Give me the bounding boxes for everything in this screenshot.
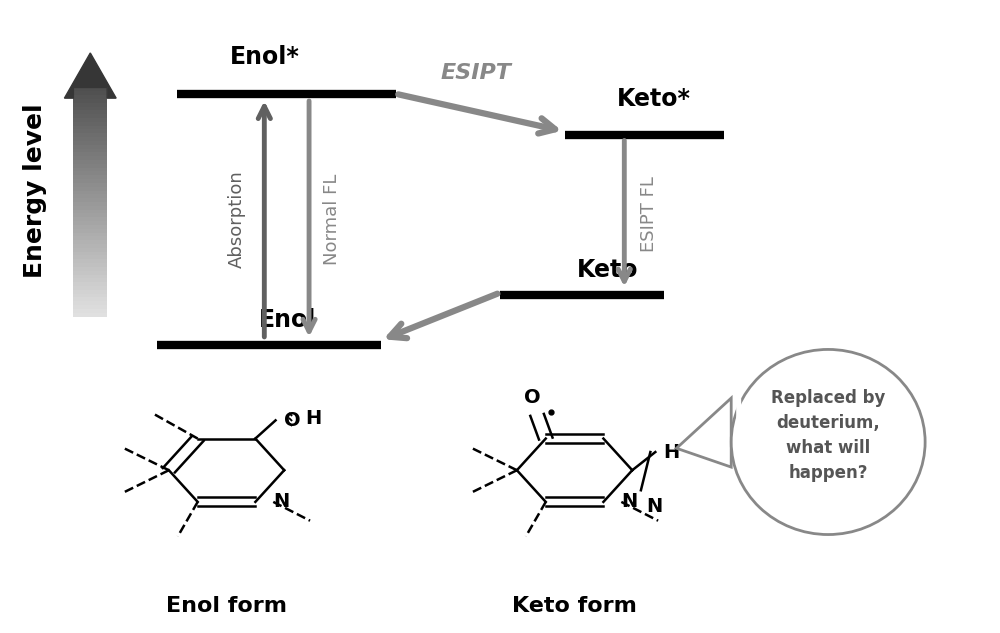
Text: H: H <box>305 409 322 428</box>
Bar <box>73 274 107 279</box>
Bar <box>73 156 107 160</box>
Bar <box>73 220 107 225</box>
Bar <box>73 232 107 236</box>
Bar <box>73 148 107 153</box>
Bar <box>73 137 107 141</box>
Text: Normal FL: Normal FL <box>323 173 341 265</box>
Bar <box>73 209 107 213</box>
Bar <box>73 171 107 175</box>
Bar <box>73 285 107 290</box>
Bar <box>73 94 107 99</box>
Bar <box>73 251 107 256</box>
Bar <box>73 304 107 309</box>
Text: Keto form: Keto form <box>512 596 637 617</box>
Bar <box>73 144 107 149</box>
Bar <box>73 141 107 145</box>
Bar <box>73 201 107 206</box>
Bar <box>73 270 107 275</box>
Bar <box>73 106 107 110</box>
Bar <box>73 167 107 172</box>
Text: O: O <box>284 411 300 430</box>
Bar <box>73 239 107 244</box>
Bar <box>73 301 107 305</box>
Text: N: N <box>621 492 638 511</box>
Text: Keto*: Keto* <box>617 87 691 111</box>
Text: Enol: Enol <box>259 308 316 332</box>
Bar <box>73 98 107 103</box>
Bar <box>73 186 107 191</box>
Bar <box>73 129 107 134</box>
Bar <box>73 190 107 194</box>
Bar <box>73 293 107 298</box>
Polygon shape <box>677 398 731 467</box>
Bar <box>73 113 107 118</box>
Ellipse shape <box>731 349 925 534</box>
Bar <box>73 297 107 301</box>
Bar <box>73 117 107 122</box>
Bar <box>73 110 107 114</box>
Bar <box>73 213 107 217</box>
Bar <box>73 235 107 240</box>
Bar <box>73 125 107 130</box>
Bar <box>73 175 107 179</box>
FancyArrow shape <box>64 53 116 98</box>
Text: Replaced by
deuterium,
what will
happen?: Replaced by deuterium, what will happen? <box>771 389 885 482</box>
Bar <box>73 224 107 229</box>
Bar <box>73 179 107 183</box>
Bar <box>73 263 107 267</box>
Bar <box>73 228 107 232</box>
Text: O: O <box>524 389 540 408</box>
Bar <box>73 259 107 263</box>
Bar <box>73 282 107 286</box>
Bar <box>73 152 107 156</box>
Bar <box>73 289 107 294</box>
Polygon shape <box>736 398 741 467</box>
Bar <box>73 197 107 202</box>
Bar <box>73 87 107 91</box>
Bar <box>73 194 107 198</box>
Bar <box>73 133 107 137</box>
Bar <box>73 247 107 251</box>
Text: Enol*: Enol* <box>229 45 299 68</box>
Text: N: N <box>273 492 290 511</box>
Bar <box>73 216 107 221</box>
Text: H: H <box>663 442 680 461</box>
Bar <box>73 308 107 313</box>
Bar <box>73 121 107 126</box>
Bar <box>73 182 107 187</box>
Text: Keto: Keto <box>577 258 638 282</box>
Bar <box>73 160 107 164</box>
Bar <box>73 312 107 316</box>
Bar <box>73 255 107 260</box>
Bar <box>73 243 107 248</box>
Text: Absorption: Absorption <box>227 170 245 268</box>
Bar <box>73 266 107 271</box>
Text: ESIPT: ESIPT <box>441 63 512 83</box>
Bar <box>73 278 107 282</box>
Text: N: N <box>646 496 662 515</box>
Bar <box>73 91 107 95</box>
Text: Energy level: Energy level <box>23 104 47 279</box>
Bar <box>73 163 107 168</box>
Text: Enol form: Enol form <box>166 596 287 617</box>
Bar <box>73 205 107 210</box>
Text: ESIPT FL: ESIPT FL <box>640 176 658 251</box>
Bar <box>73 102 107 106</box>
